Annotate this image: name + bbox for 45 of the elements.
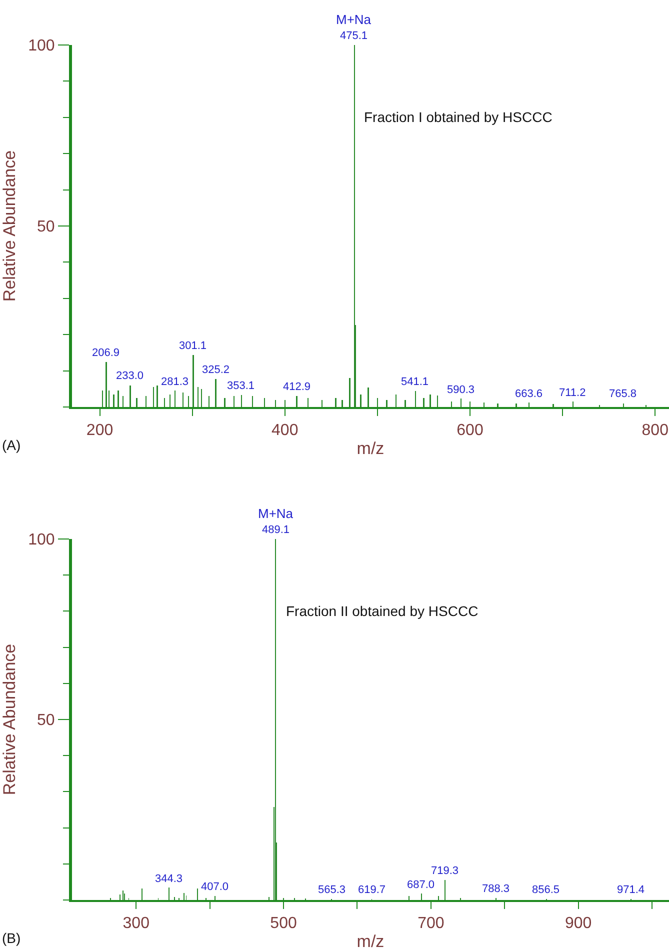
annotation: 788.3: [482, 883, 510, 895]
x-tick-label: 500: [270, 915, 297, 932]
annotation: 687.0: [407, 879, 435, 891]
y-axis-title: Relative Abundance: [0, 644, 19, 796]
x-axis-title: m/z: [356, 439, 384, 458]
annotation: 206.9: [92, 347, 120, 359]
annotation: 765.8: [609, 388, 637, 400]
annotation: 663.6: [515, 388, 543, 400]
annotation: 711.2: [559, 387, 586, 399]
annotation: 489.1: [262, 524, 290, 536]
x-axis-title: m/z: [356, 932, 384, 952]
x-tick-label: 900: [564, 915, 592, 932]
annotation: Fraction I obtained by HSCCC: [364, 109, 552, 125]
annotation: 619.7: [358, 884, 386, 896]
y-tick-label: 50: [37, 712, 55, 730]
x-tick-label: 300: [122, 915, 150, 932]
x-tick-label: 800: [642, 422, 669, 440]
annotation: Fraction II obtained by HSCCC: [286, 603, 478, 619]
y-axis-title: Relative Abundance: [0, 150, 19, 302]
annotation: 301.1: [179, 340, 207, 352]
annotation: 353.1: [227, 380, 255, 392]
annotation: M+Na: [258, 506, 294, 521]
x-tick-label: 400: [272, 422, 298, 440]
x-tick-label: 600: [456, 422, 484, 440]
annotation: M+Na: [336, 12, 372, 27]
text: (A): [2, 437, 21, 453]
x-tick-label: 700: [418, 915, 444, 932]
annotation: 412.9: [283, 381, 311, 393]
annotation: 325.2: [202, 364, 230, 376]
annotation: 475.1: [340, 30, 368, 42]
annotation: 407.0: [201, 881, 229, 893]
annotation: 590.3: [447, 384, 475, 396]
x-tick-label: 200: [86, 422, 114, 440]
text: (B): [2, 930, 21, 946]
annotation: 565.3: [318, 884, 346, 896]
annotation: 541.1: [401, 376, 429, 388]
annotation: 233.0: [116, 370, 144, 382]
y-tick-label: 100: [28, 38, 55, 55]
annotation: 344.3: [155, 873, 183, 885]
annotation: 856.5: [532, 884, 560, 896]
y-tick-label: 50: [37, 218, 55, 236]
annotation: 719.3: [431, 865, 459, 877]
annotation: 281.3: [161, 376, 189, 388]
y-tick-label: 100: [28, 532, 55, 549]
annotation: 971.4: [617, 884, 645, 896]
